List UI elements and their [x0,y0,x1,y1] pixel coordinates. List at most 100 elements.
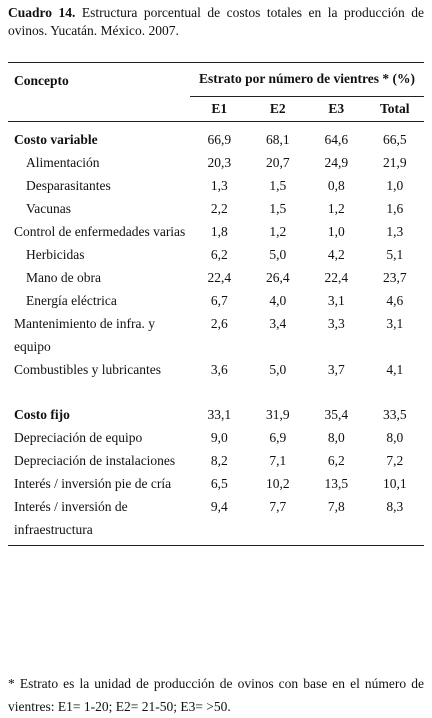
cell: 23,7 [382,269,407,285]
cell: 5,0 [269,246,287,262]
cell: 1,8 [210,223,228,239]
row-label: Interés / inversión pie de cría [14,475,172,491]
cell: 3,4 [269,315,287,331]
cell: 35,4 [324,406,349,422]
cell: 22,4 [324,269,349,285]
row: Costo variable 66,9 68,1 64,6 66,5 [8,121,424,151]
cell: 7,2 [386,452,404,468]
column-header: E1 [190,96,249,122]
row-label: Mano de obra [26,269,101,285]
blank [8,381,190,403]
cell: 33,1 [207,406,232,422]
cell: 6,5 [210,475,228,491]
cell: 4,2 [327,246,345,262]
row: Energía eléctrica 6,7 4,0 3,1 4,6 [8,289,424,312]
group-header: Estrato por número de vientres * (%) [190,62,424,97]
column-header: E2 [248,96,307,122]
table: Concepto Estrato por número de vientres … [8,62,424,546]
cell: 31,9 [265,406,290,422]
cell: 64,6 [324,131,349,147]
cell: 66,9 [207,131,232,147]
cell: 9,4 [210,498,228,514]
cell: 5,0 [269,361,287,377]
row: Alimentación 20,3 20,7 24,9 21,9 [8,151,424,174]
row-label: Interés / inversión de infraestructura [14,498,128,537]
cell: 5,1 [386,246,404,262]
column-header: Total [365,96,424,122]
row-label: Herbicidas [26,246,85,262]
cell: 6,9 [269,429,287,445]
row: Herbicidas 6,2 5,0 4,2 5,1 [8,243,424,266]
cell: 3,1 [327,292,345,308]
cell: 1,5 [269,177,287,193]
cell: 1,0 [386,177,404,193]
spacer [8,381,424,403]
cell: 10,2 [265,475,290,491]
row: Desparasitantes 1,3 1,5 0,8 1,0 [8,174,424,197]
cell: 13,5 [324,475,349,491]
cell: 7,7 [269,498,287,514]
cell: 6,2 [327,452,345,468]
row-label: Combustibles y lubricantes [14,361,161,377]
cell: 66,5 [382,131,407,147]
row-label: Costo variable [14,131,98,147]
cell: 68,1 [265,131,290,147]
cell: 2,2 [210,200,228,216]
caption-label: Cuadro 14. [8,5,76,20]
row: Combustibles y lubricantes 3,6 5,0 3,7 4,1 [8,358,424,381]
row-label: Alimentación [26,154,100,170]
cell: 4,6 [386,292,404,308]
blank [8,96,190,122]
row-label: Desparasitantes [26,177,111,193]
row-label: Depreciación de instalaciones [14,452,176,468]
cell: 4,1 [386,361,404,377]
cell: 3,1 [386,315,404,331]
row-label: Vacunas [26,200,71,216]
row-label: Costo fijo [14,406,70,422]
row-label: Mantenimiento de infra. y equipo [14,315,155,354]
row-label: Energía eléctrica [26,292,117,308]
cell: 8,0 [386,429,404,445]
cell: 26,4 [265,269,290,285]
cell: 10,1 [382,475,407,491]
cell: 3,7 [327,361,345,377]
cell: 21,9 [382,154,407,170]
cell: 4,0 [269,292,287,308]
row: Control de enfermedades varias 1,8 1,2 1,0 1… [8,220,424,243]
cell: 7,8 [327,498,345,514]
caption-text: Estructura porcentual de costos totales … [8,5,425,38]
cell: 6,7 [210,292,228,308]
cell: 7,1 [269,452,287,468]
row: Depreciación de equipo 9,0 6,9 8,0 8,0 [8,426,424,449]
cell: 0,8 [327,177,345,193]
row-label: Control de enfermedades varias [14,223,186,239]
cell: 2,6 [210,315,228,331]
row: Mantenimiento de infra. y equipo 2,6 3,4 3,… [8,312,424,358]
cell: 20,7 [265,154,290,170]
cell: 1,6 [386,200,404,216]
row-label: Depreciación de equipo [14,429,143,445]
cell: 6,2 [210,246,228,262]
cell: 1,3 [210,177,228,193]
caption: Cuadro 14. Estructura porcentual de cost… [8,4,424,40]
row: Mano de obra 22,4 26,4 22,4 23,7 [8,266,424,289]
row: Depreciación de instalaciones 8,2 7,1 6,2 7,… [8,449,424,472]
cell: 20,3 [207,154,232,170]
row: Interés / inversión de infraestructura 9,… [8,495,424,546]
column-header: E3 [307,96,366,122]
row: Vacunas 2,2 1,5 1,2 1,6 [8,197,424,220]
cell: 8,3 [386,498,404,514]
cell: 8,2 [210,452,228,468]
cell: 1,2 [269,223,287,239]
cell: 22,4 [207,269,232,285]
concept-header: Concepto [14,73,69,88]
cell: 8,0 [327,429,345,445]
cell: 1,2 [327,200,345,216]
cell: 9,0 [210,429,228,445]
cell: 3,3 [327,315,345,331]
row: Costo fijo 33,1 31,9 35,4 33,5 [8,403,424,426]
row: Interés / inversión pie de cría 6,5 10,2 13… [8,472,424,495]
cell: 1,0 [327,223,345,239]
cell: 24,9 [324,154,349,170]
